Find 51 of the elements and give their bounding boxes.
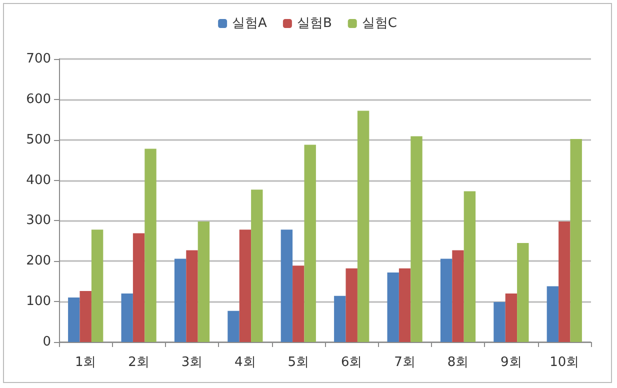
- x-tick-label: 4회: [234, 355, 256, 370]
- bar: [292, 266, 304, 342]
- bar: [517, 242, 529, 342]
- bar: [91, 230, 104, 342]
- x-tick-label: 2회: [128, 355, 150, 370]
- bar: [239, 230, 252, 342]
- bar: [452, 250, 464, 342]
- bar: [280, 230, 293, 342]
- bar: [440, 258, 452, 342]
- x-tick-label: 10회: [550, 355, 580, 370]
- bar: [558, 222, 570, 342]
- y-tick-label: 600: [26, 92, 51, 107]
- x-tick-label: 6회: [340, 355, 362, 370]
- bar: [346, 268, 358, 342]
- y-tick-label: 0: [42, 334, 51, 350]
- bar: [464, 191, 476, 342]
- x-tick-label: 3회: [181, 355, 203, 370]
- bar: [186, 250, 198, 342]
- bar: [505, 293, 518, 342]
- x-tick-label: 8회: [447, 355, 469, 370]
- y-tick-label: 300: [26, 213, 51, 228]
- y-tick-label: 100: [26, 294, 51, 310]
- legend-label: 실험A: [232, 16, 268, 31]
- bar: [398, 268, 411, 342]
- bar: [121, 293, 133, 342]
- legend-label: 실험C: [362, 16, 397, 31]
- bar: [570, 139, 582, 342]
- bar: [304, 144, 316, 342]
- x-tick-label: 9회: [500, 355, 522, 370]
- y-tick-label: 700: [26, 52, 51, 66]
- x-tick-label: 7회: [394, 355, 416, 370]
- bar: [198, 222, 210, 342]
- bar: [228, 310, 240, 342]
- bar: [387, 272, 399, 342]
- bar: [174, 258, 186, 342]
- bar: [68, 298, 80, 342]
- bar: [494, 302, 506, 342]
- bar: [410, 136, 422, 342]
- bar: [80, 291, 92, 342]
- bar: [357, 110, 370, 342]
- bar: [251, 190, 263, 342]
- bar: [546, 286, 559, 342]
- x-tick-label: 1회: [74, 355, 96, 370]
- bar: [132, 233, 145, 342]
- legend-label: 실험B: [296, 16, 332, 31]
- x-tick-label: 5회: [288, 355, 310, 370]
- y-tick-label: 200: [26, 254, 51, 269]
- bar: [144, 148, 156, 342]
- y-tick-label: 500: [26, 132, 51, 148]
- bar: [334, 296, 346, 342]
- y-tick-label: 400: [26, 172, 51, 188]
